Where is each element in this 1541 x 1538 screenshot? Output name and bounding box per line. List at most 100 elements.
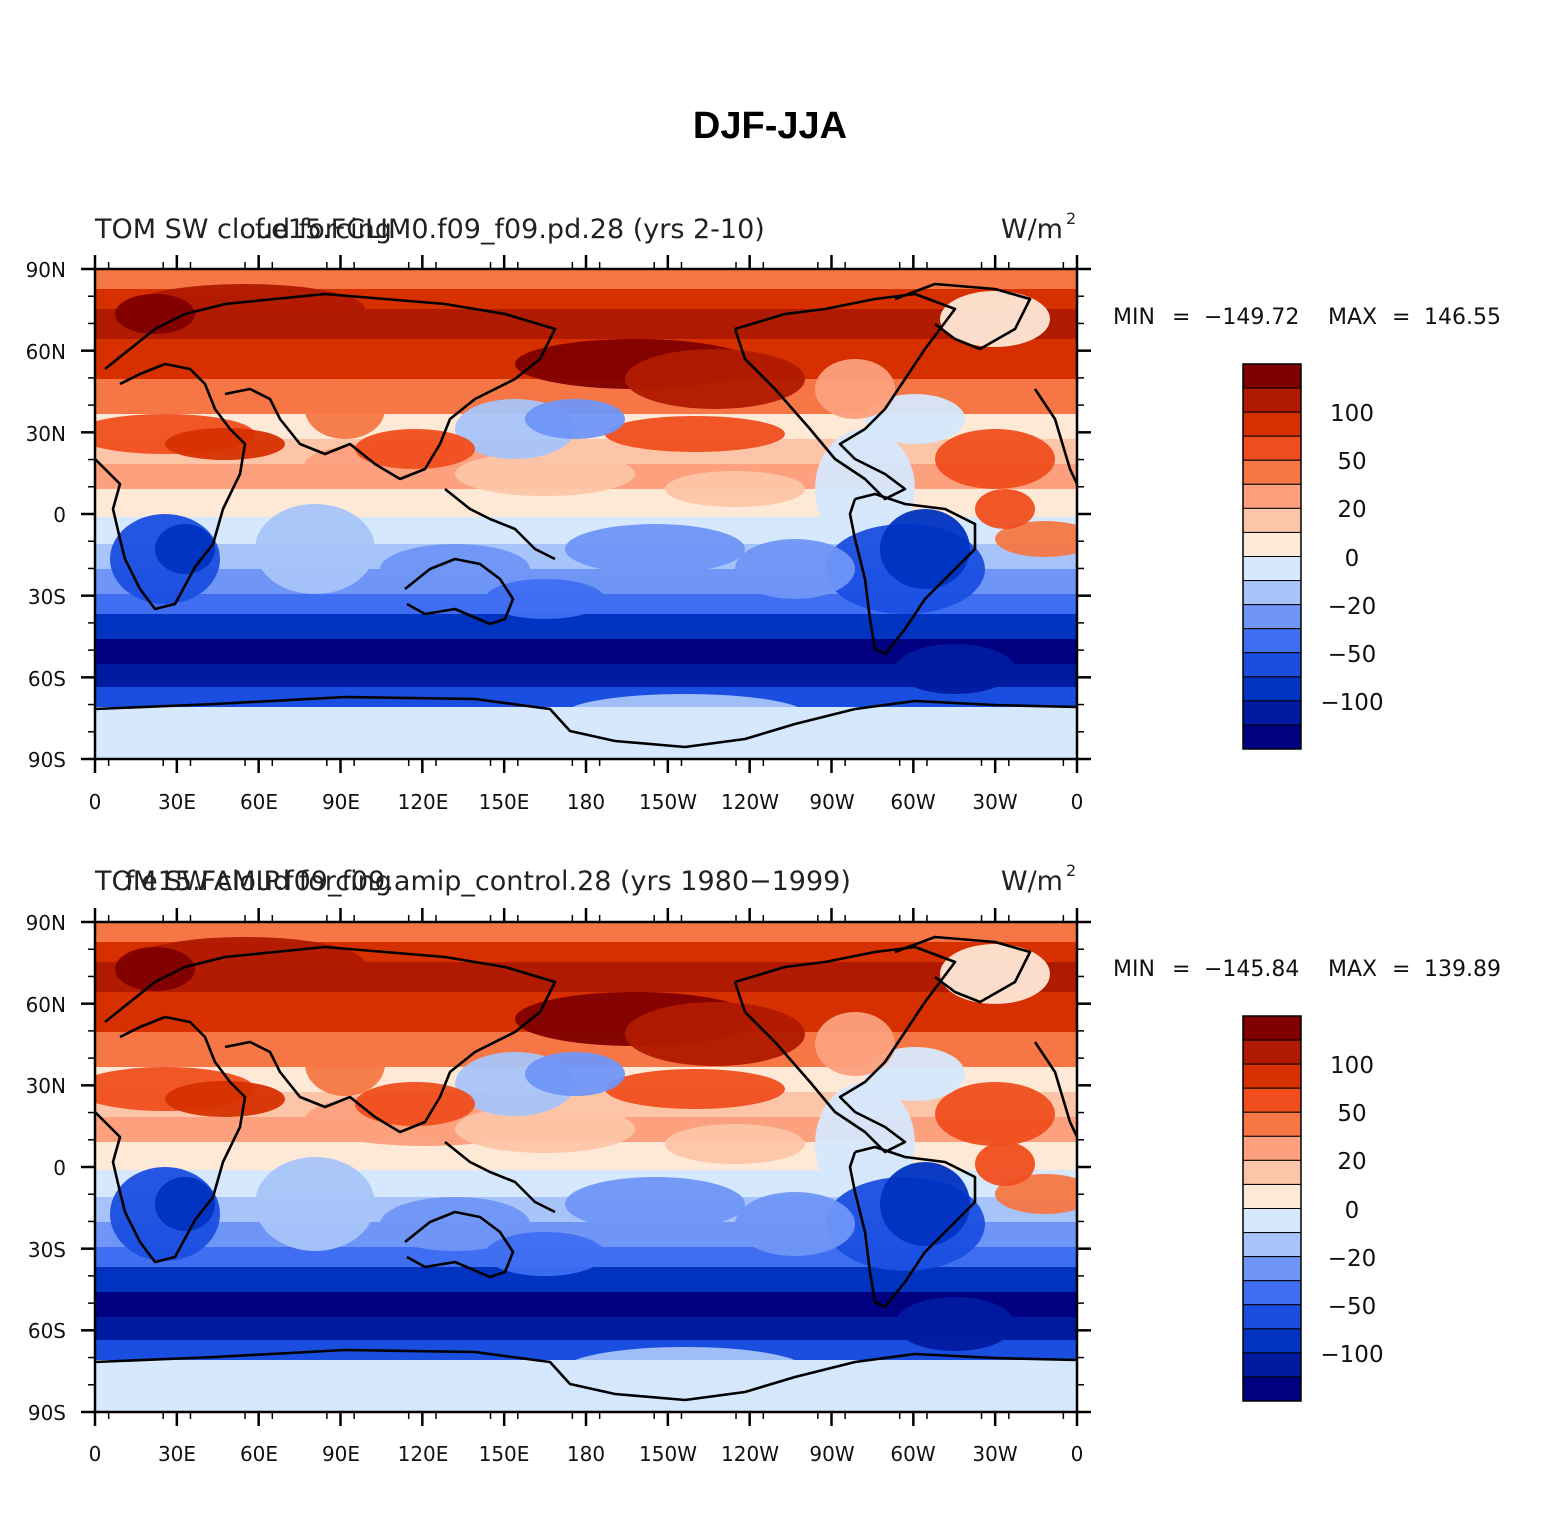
panel-variable-label: TOM SW cloud forcing [94,214,392,245]
field-region [880,1162,970,1246]
colorbar-label: 20 [1337,497,1366,523]
panel-top: TOM SW cloud forcing f.e15.FCLIM0.f09_f0… [26,209,1501,814]
field-region [455,452,635,496]
field-band [95,1317,1077,1340]
lon-tick-label: 60W [890,1442,935,1466]
colorbar-label: −100 [1320,690,1383,716]
field-region [865,394,965,444]
field-region [815,1082,915,1206]
coastline [733,945,957,1154]
stat-max-value: 146.55 [1424,305,1501,330]
colorbar-label: −100 [1320,1342,1383,1368]
field-band [95,1267,1077,1292]
colorbar-box [1242,604,1302,630]
antarctica-field [95,1360,1077,1412]
lon-tick-label: 120W [721,790,779,814]
lon-tick-label: 30E [158,1442,196,1466]
lat-tick-label: 60N [26,993,66,1017]
coastline [444,487,556,561]
field-region [605,416,785,452]
lat-tick-label: 0 [53,503,66,527]
lon-tick-label: 30E [158,790,196,814]
coastline [95,1015,247,1264]
colorbar-box [1242,676,1302,702]
panel-bottom: TOM SW cloud forcing f.e15.FAMIP.f09_f09… [26,861,1501,1466]
coastline [1033,388,1077,485]
lat-tick-label: 90S [28,748,66,772]
field-region [305,1032,385,1096]
lon-tick-label: 120W [721,1442,779,1466]
lon-tick-label: 60E [240,790,278,814]
field-band [95,1340,1077,1360]
field-region [255,504,375,594]
lon-tick-label: 90W [809,790,854,814]
panel-case-label: f.e15.FCLIM0.f09_f09.pd.28 (yrs 2-10) [255,214,765,245]
field-region [895,644,1015,694]
coastline [95,1348,1077,1402]
colorbar-box [1242,531,1302,557]
lon-tick-label: 120E [398,790,449,814]
colorbar-box [1242,459,1302,485]
lat-tick-label: 30S [28,1238,66,1262]
colorbar-box [1242,1087,1302,1113]
lon-tick-label: 150W [639,790,697,814]
coastline [404,1210,515,1279]
field-region [115,294,195,334]
colorbar [1242,363,1302,750]
colorbar-box [1242,435,1302,461]
coastline [894,282,1032,351]
colorbar-box [1242,1352,1302,1378]
colorbar-box [1242,1304,1302,1330]
panel-units: W/m [1001,214,1063,245]
field-region [975,1142,1035,1186]
lon-tick-label: 60E [240,1442,278,1466]
figure-title: DJF-JJA [693,105,847,147]
field-region [380,1197,530,1251]
colorbar-box [1242,628,1302,654]
stat-max-label: MAX [1328,305,1377,330]
lat-tick-label: 30N [26,1074,66,1098]
field-region [525,1052,625,1096]
lat-tick-label: 30N [26,422,66,446]
field-region [355,1082,475,1126]
colorbar-box [1242,724,1302,750]
coastline [404,557,515,626]
lon-tick-label: 0 [89,790,102,814]
colorbar-box [1242,1280,1302,1306]
lon-tick-label: 0 [89,1442,102,1466]
colorbar-box [1242,1328,1302,1354]
colorbar-label: 20 [1337,1149,1366,1175]
field-region [155,1177,215,1231]
field-region [605,1069,785,1109]
colorbar-label: 0 [1345,1198,1360,1224]
stat-max-value: 139.89 [1424,957,1501,982]
coastline [1033,1041,1077,1138]
lon-tick-label: 120E [398,1442,449,1466]
colorbar-box [1242,483,1302,509]
colorbar-label: 50 [1337,449,1366,475]
stat-eq-min: = [1172,305,1190,330]
stat-eq-max: = [1392,305,1410,330]
colorbar-box [1242,1111,1302,1137]
lat-tick-label: 60S [28,667,66,691]
field-region [115,947,195,991]
lon-tick-label: 0 [1071,790,1084,814]
field-region [565,524,745,574]
field-region [895,1297,1015,1351]
colorbar-box [1242,700,1302,726]
colorbar-box [1242,1256,1302,1282]
field-band [95,922,1077,942]
colorbar-box [1242,1208,1302,1234]
colorbar-box [1242,580,1302,606]
colorbar-frame [1242,1015,1302,1402]
panel-units: W/m [1001,866,1063,897]
coastline [848,1145,977,1309]
lon-tick-label: 0 [1071,1442,1084,1466]
field-region [975,489,1035,529]
lon-tick-label: 90W [809,1442,854,1466]
panel-variable-label: TOM SW cloud forcing [94,866,392,897]
colorbar-box [1242,1183,1302,1209]
map-plot [95,269,1077,759]
colorbar-label: −20 [1328,594,1377,620]
